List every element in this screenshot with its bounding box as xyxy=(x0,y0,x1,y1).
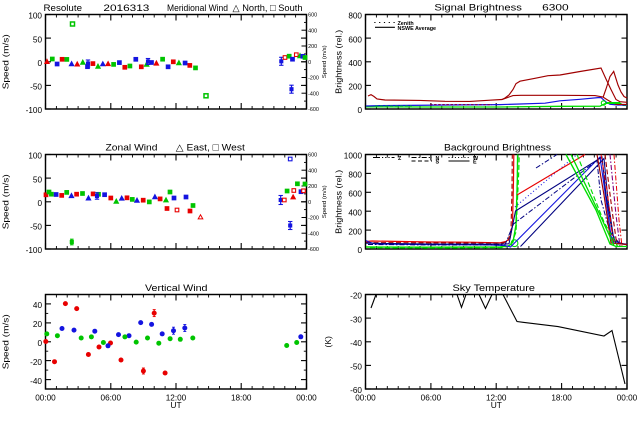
svg-text:Zonal Wind: Zonal Wind xyxy=(106,143,158,154)
svg-text:0: 0 xyxy=(37,199,42,208)
svg-text:(K): (K) xyxy=(323,336,333,348)
svg-text:NSWE Average: NSWE Average xyxy=(398,26,437,32)
svg-text:Meridional Wind: Meridional Wind xyxy=(167,3,228,14)
svg-text:400: 400 xyxy=(308,28,317,34)
svg-text:18:00: 18:00 xyxy=(231,394,252,403)
svg-text:-600: -600 xyxy=(308,247,319,253)
svg-text:△ East, □ West: △ East, □ West xyxy=(176,143,245,154)
svg-text:600: 600 xyxy=(348,35,362,44)
svg-text:50: 50 xyxy=(33,35,43,44)
svg-text:0: 0 xyxy=(308,60,311,66)
svg-text:00:00: 00:00 xyxy=(617,394,638,403)
svg-text:0: 0 xyxy=(308,200,311,206)
svg-text:-200: -200 xyxy=(308,76,319,82)
svg-text:18:00: 18:00 xyxy=(551,394,572,403)
svg-text:-400: -400 xyxy=(308,231,319,237)
svg-text:00:00: 00:00 xyxy=(296,394,317,403)
svg-text:-30: -30 xyxy=(350,315,362,324)
svg-text:Zenith: Zenith xyxy=(398,21,414,27)
svg-text:600: 600 xyxy=(308,153,317,159)
svg-text:800: 800 xyxy=(348,12,362,21)
svg-text:Speed (m/s): Speed (m/s) xyxy=(322,45,328,78)
svg-text:△ North, □ South: △ North, □ South xyxy=(233,3,303,14)
svg-text:100: 100 xyxy=(28,152,42,161)
svg-text:2016313: 2016313 xyxy=(103,3,149,14)
svg-text:E: E xyxy=(473,160,477,166)
svg-text:-600: -600 xyxy=(308,107,319,113)
svg-text:20: 20 xyxy=(33,320,43,329)
svg-text:Speed (m/s): Speed (m/s) xyxy=(1,314,11,369)
svg-text:Brightness (rel.): Brightness (rel.) xyxy=(334,30,344,94)
svg-text:800: 800 xyxy=(348,171,362,180)
svg-text:S: S xyxy=(436,160,440,166)
svg-text:-40: -40 xyxy=(30,377,42,386)
svg-text:06:00: 06:00 xyxy=(101,394,122,403)
svg-text:0: 0 xyxy=(357,106,362,115)
svg-text:-100: -100 xyxy=(26,246,43,255)
svg-text:UT: UT xyxy=(491,400,502,410)
svg-text:0: 0 xyxy=(357,246,362,255)
svg-text:-40: -40 xyxy=(350,339,362,348)
svg-text:Vertical Wind: Vertical Wind xyxy=(145,283,208,294)
svg-text:Z: Z xyxy=(398,156,402,162)
svg-text:N: N xyxy=(436,156,440,162)
svg-text:12:00: 12:00 xyxy=(486,394,507,403)
svg-text:400: 400 xyxy=(348,59,362,68)
svg-text:50: 50 xyxy=(33,175,43,184)
svg-text:Background Brightness: Background Brightness xyxy=(444,143,551,154)
svg-text:Sky Temperature: Sky Temperature xyxy=(453,283,536,294)
svg-text:Speed (m/s): Speed (m/s) xyxy=(1,34,11,89)
svg-text:-50: -50 xyxy=(30,83,42,92)
svg-text:-50: -50 xyxy=(350,363,362,372)
svg-text:Speed (m/s): Speed (m/s) xyxy=(322,185,328,218)
svg-text:00:00: 00:00 xyxy=(35,394,56,403)
svg-text:6300: 6300 xyxy=(542,3,569,14)
svg-text:-200: -200 xyxy=(308,216,319,222)
svg-text:06:00: 06:00 xyxy=(421,394,442,403)
svg-text:Speed (m/s): Speed (m/s) xyxy=(1,174,11,229)
svg-text:400: 400 xyxy=(308,168,317,174)
svg-text:-60: -60 xyxy=(350,386,362,395)
svg-text:1000: 1000 xyxy=(344,152,363,161)
svg-text:0: 0 xyxy=(37,339,42,348)
svg-text:200: 200 xyxy=(308,44,317,50)
svg-text:0: 0 xyxy=(37,59,42,68)
svg-text:40: 40 xyxy=(33,301,43,310)
svg-text:-20: -20 xyxy=(30,358,42,367)
svg-text:W: W xyxy=(473,156,479,162)
svg-text:600: 600 xyxy=(308,13,317,19)
svg-text:-400: -400 xyxy=(308,91,319,97)
svg-text:200: 200 xyxy=(348,83,362,92)
svg-text:-20: -20 xyxy=(350,292,362,301)
svg-text:Signal Brightness: Signal Brightness xyxy=(434,3,522,14)
svg-text:-100: -100 xyxy=(26,106,43,115)
svg-text:12:00: 12:00 xyxy=(166,394,187,403)
svg-text:Resolute: Resolute xyxy=(44,3,83,14)
svg-text:200: 200 xyxy=(308,184,317,190)
svg-text:UT: UT xyxy=(170,400,181,410)
svg-text:-50: -50 xyxy=(30,223,42,232)
svg-text:200: 200 xyxy=(348,227,362,236)
svg-text:100: 100 xyxy=(28,12,42,21)
svg-text:400: 400 xyxy=(348,208,362,217)
svg-text:600: 600 xyxy=(348,190,362,199)
svg-text:00:00: 00:00 xyxy=(355,394,376,403)
svg-text:Brightness (rel.): Brightness (rel.) xyxy=(334,170,344,234)
